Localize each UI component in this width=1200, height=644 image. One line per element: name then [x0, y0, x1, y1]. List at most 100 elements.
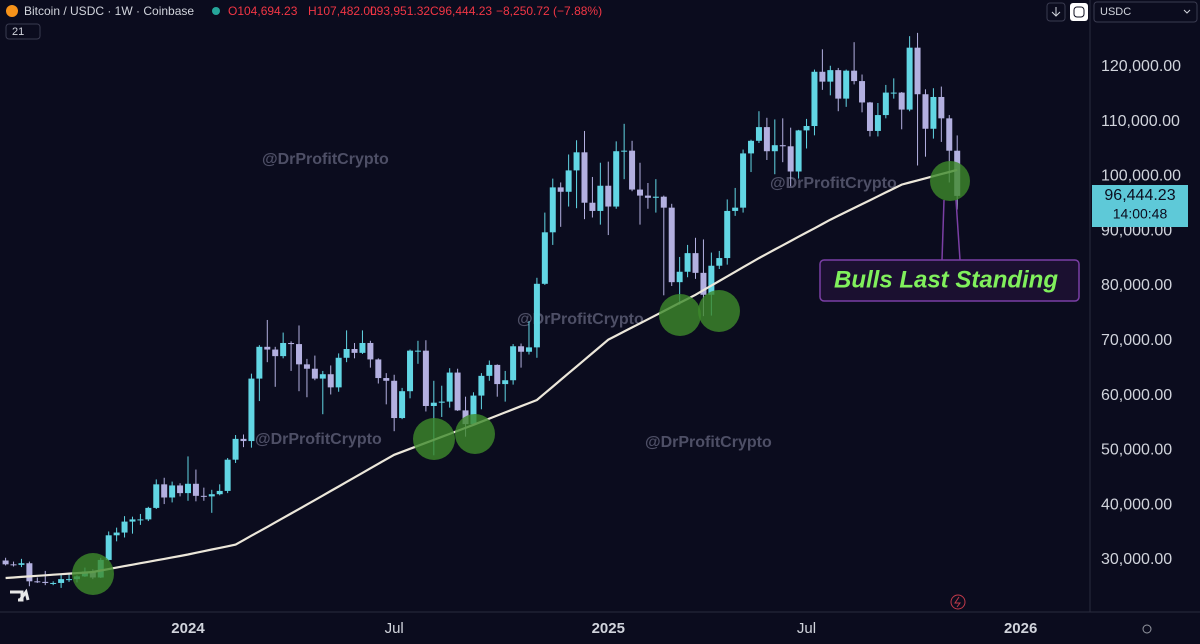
candle-body — [835, 70, 842, 99]
candle-body — [359, 342, 366, 353]
callout: Bulls Last Standing — [819, 199, 1080, 302]
callout-pointer — [941, 199, 961, 261]
candle-body — [224, 459, 231, 491]
low: L93,951.32 — [370, 4, 430, 18]
candle-body — [264, 346, 271, 350]
candle-body — [938, 96, 945, 119]
y-tick-label: 100,000.00 — [1101, 168, 1181, 185]
download-icon — [1051, 7, 1061, 17]
circle — [659, 294, 701, 336]
currency-select[interactable] — [1093, 1, 1198, 23]
candle-body — [311, 368, 318, 379]
candle-body — [446, 372, 453, 402]
circle — [698, 290, 740, 332]
candle-body — [494, 364, 501, 385]
close: C96,444.23 — [430, 4, 492, 18]
candle-body — [145, 507, 152, 520]
settings-button[interactable] — [1070, 3, 1088, 21]
highlight-circles — [72, 161, 970, 595]
candle-body — [637, 189, 643, 196]
candle-body — [771, 145, 778, 152]
candle-body — [478, 375, 485, 396]
candle-body — [192, 483, 199, 496]
candle-body — [708, 265, 715, 295]
candle-body — [557, 187, 564, 192]
y-tick-label: 50,000.00 — [1101, 442, 1172, 459]
alert-bolt — [954, 596, 961, 608]
high: H107,482.00 — [308, 4, 377, 18]
candle-body — [922, 94, 929, 129]
candle-body — [470, 395, 477, 425]
candle-body — [256, 346, 263, 379]
x-tick-label: Jul — [385, 620, 404, 637]
y-tick-label: 120,000.00 — [1101, 58, 1181, 75]
candle-body — [597, 185, 604, 211]
y-tick-label: 70,000.00 — [1101, 332, 1172, 349]
candle-body — [811, 71, 818, 127]
x-tick-label: Jul — [797, 620, 816, 637]
candle-body — [755, 127, 762, 141]
candle-body — [208, 494, 215, 497]
candle-body — [914, 47, 921, 95]
candle-body — [454, 372, 461, 411]
candle-body — [724, 210, 731, 259]
candle-body — [676, 271, 683, 283]
candle-body — [565, 170, 572, 192]
candle-body — [248, 378, 255, 442]
candle-body — [502, 380, 509, 385]
candle-body — [716, 258, 723, 266]
candle-body — [272, 349, 279, 357]
candle-body — [510, 346, 517, 381]
tv-logo — [10, 588, 30, 602]
candle-body — [438, 401, 445, 403]
candle-body — [541, 232, 548, 284]
candle-body — [335, 357, 342, 388]
candle-body — [621, 150, 628, 152]
candle-body — [113, 532, 120, 536]
candle-body — [644, 195, 651, 198]
candle-body — [288, 342, 295, 345]
countdown: 14:00:48 — [1113, 206, 1168, 222]
candle-body — [549, 187, 556, 233]
open: O104,694.23 — [228, 4, 298, 18]
alert-icon — [950, 594, 966, 610]
candle-body — [581, 152, 588, 203]
candle-body — [692, 253, 699, 273]
status-dot — [212, 7, 220, 15]
candle-body — [430, 402, 437, 406]
currency[interactable]: USDC — [1100, 6, 1131, 18]
last-price: 96,444.23 — [1104, 187, 1175, 204]
indicator-box[interactable] — [5, 23, 41, 40]
candle-body — [105, 535, 112, 560]
candle-body — [399, 391, 406, 419]
y-axis: 30,000.00 40,000.00 50,000.00 60,000.00 70,0… — [1101, 58, 1181, 568]
candle-body — [184, 483, 191, 494]
candle-body — [874, 115, 881, 131]
candle-body — [422, 350, 429, 406]
x-tick-label: 2026 — [1004, 620, 1037, 637]
download-button[interactable] — [1046, 2, 1066, 22]
indicator-label[interactable]: 21 — [12, 26, 24, 38]
x-axis: 2024 Jul 2025 Jul 2026 — [171, 620, 1037, 637]
circle — [72, 553, 114, 595]
candle-body — [660, 196, 667, 208]
gear-icon[interactable] — [1142, 624, 1152, 634]
candle-body — [153, 484, 160, 508]
candle-body — [121, 521, 128, 533]
watermark: @DrProfitCrypto — [517, 311, 644, 328]
candle-body — [763, 127, 770, 152]
candle-body — [216, 490, 223, 495]
y-tick-label: 110,000.00 — [1101, 113, 1180, 130]
candle-body — [66, 579, 73, 581]
candle-body — [169, 485, 176, 498]
watermarks: @DrProfitCrypto @DrProfitCrypto @DrProfitC… — [255, 151, 897, 451]
candle-body — [10, 564, 17, 566]
candle-body — [819, 71, 826, 82]
candle-body — [137, 519, 144, 521]
callout-box — [819, 259, 1080, 302]
candle-body — [414, 350, 421, 352]
candle-body — [882, 92, 889, 116]
candle-body — [391, 380, 398, 419]
candle-body — [779, 145, 786, 147]
callout-text: Bulls Last Standing — [834, 266, 1058, 293]
